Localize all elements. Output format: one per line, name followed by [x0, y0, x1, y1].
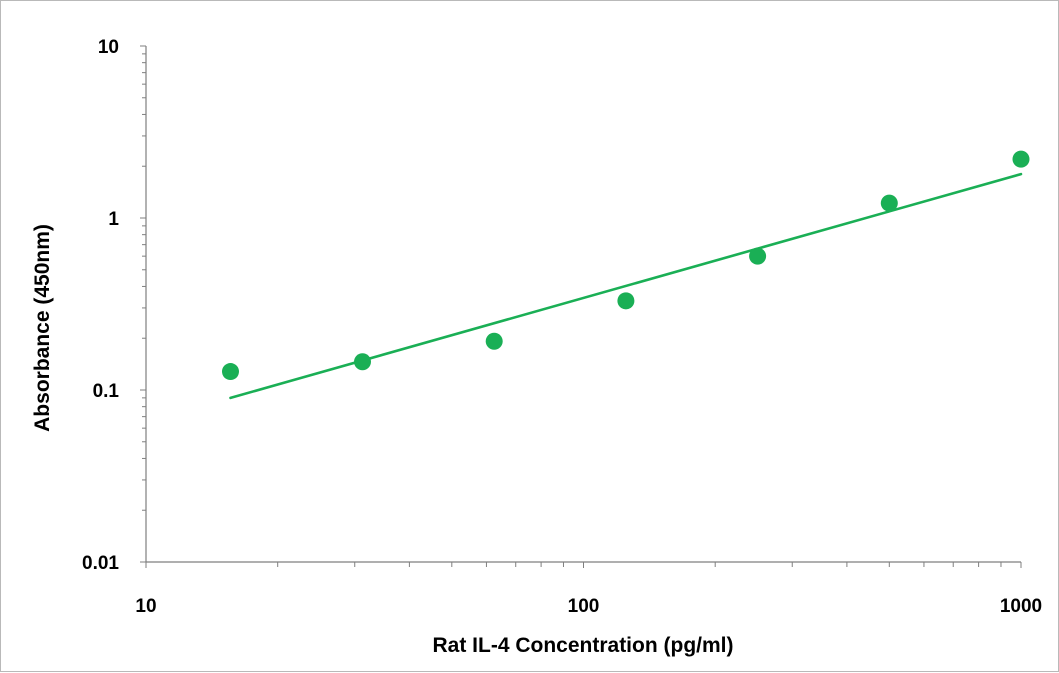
y-tick-label: 10	[98, 37, 119, 58]
data-point	[485, 332, 503, 350]
x-axis-title: Rat IL-4 Concentration (pg/ml)	[433, 634, 734, 657]
data-point	[617, 292, 635, 310]
axis-ticks	[140, 45, 1022, 568]
x-tick-label: 100	[568, 596, 600, 617]
tick-labels: 0.01 0.1 1 10 10 100 1000	[82, 37, 1042, 617]
y-axis-title: Absorbance (450nm)	[31, 224, 54, 432]
trendline-group	[229, 172, 1023, 400]
y-tick-label: 0.1	[93, 381, 120, 402]
data-point	[353, 353, 371, 371]
x-tick-label: 1000	[1000, 596, 1042, 617]
data-point	[749, 247, 767, 265]
data-point	[880, 194, 898, 212]
data-points	[221, 150, 1030, 381]
data-point	[221, 363, 239, 381]
axes	[145, 46, 1021, 563]
x-tick-label: 10	[135, 596, 156, 617]
y-tick-label: 0.01	[82, 553, 119, 574]
trendline	[229, 172, 1023, 400]
y-tick-label: 1	[108, 209, 119, 230]
data-point	[1012, 150, 1030, 168]
